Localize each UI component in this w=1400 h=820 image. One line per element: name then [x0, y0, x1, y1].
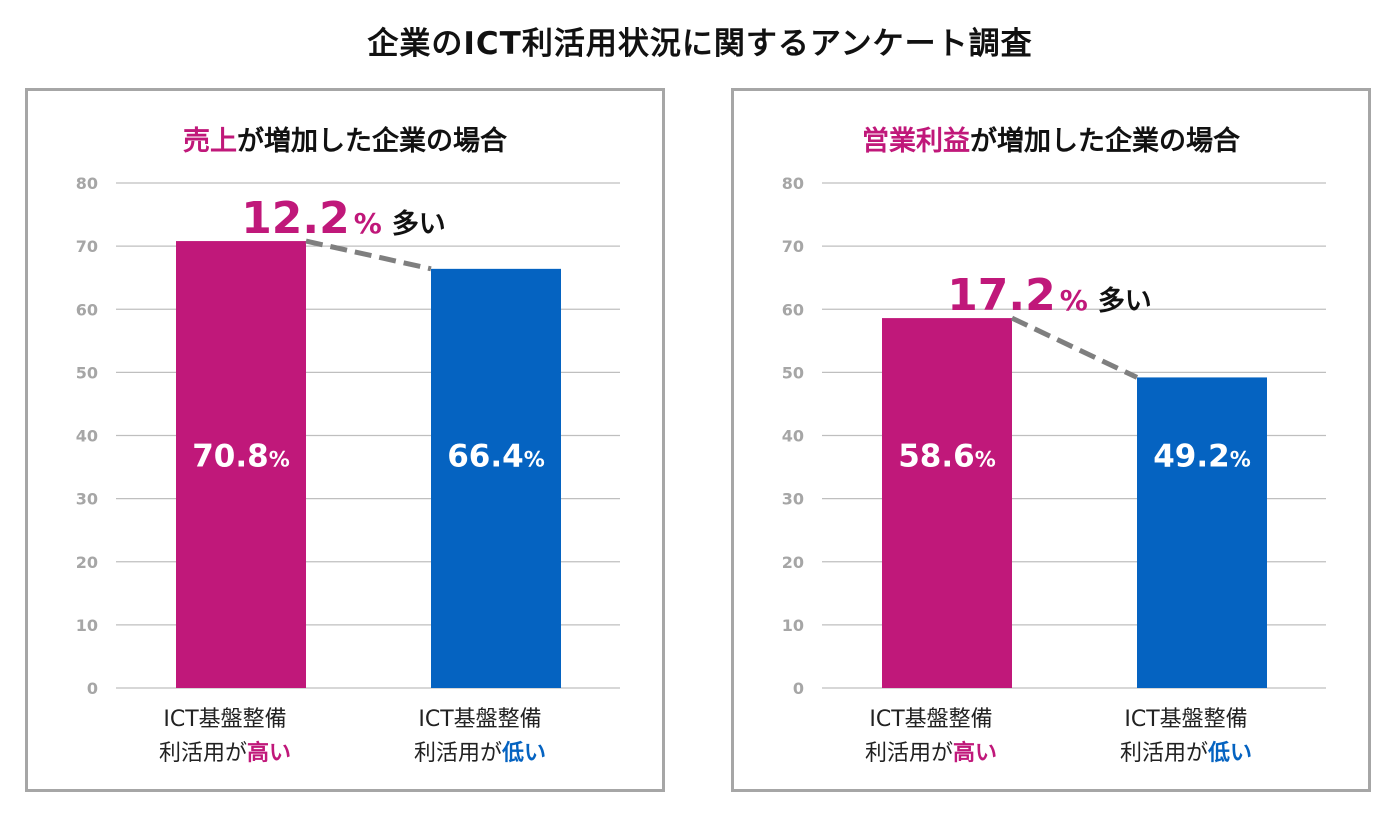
- panel-title: 売上が増加した企業の場合: [28, 119, 662, 158]
- chart-panel-sales: 売上が増加した企業の場合 0 10 20 30 40 50 60 70 80 70.8% 66.4%…: [25, 88, 665, 792]
- bar-data-label: 58.6%: [898, 439, 996, 475]
- category-label-low: ICT基盤整備 利活用が低い: [1076, 703, 1296, 771]
- y-tick-label: 50: [782, 363, 804, 382]
- y-tick-label: 30: [782, 490, 804, 509]
- y-tick-label: 70: [76, 237, 98, 256]
- category-emphasis: 低い: [502, 741, 547, 766]
- category-prefix: 利活用が: [158, 741, 247, 766]
- y-tick-label: 30: [76, 490, 98, 509]
- category-emphasis: 高い: [247, 741, 292, 766]
- bar-high: [882, 318, 1012, 688]
- y-tick-label: 0: [793, 679, 804, 698]
- y-tick-label: 60: [782, 300, 804, 319]
- category-label-high: ICT基盤整備 利活用が高い: [821, 703, 1041, 771]
- difference-annotation: 17.2% 多い: [947, 270, 1152, 321]
- category-prefix: 利活用が: [1119, 741, 1208, 766]
- y-tick-label: 60: [76, 300, 98, 319]
- category-line2: 利活用が高い: [821, 737, 1041, 771]
- panel-title-highlight: 売上: [183, 126, 237, 157]
- difference-annotation: 12.2% 多い: [241, 193, 446, 244]
- chart-panel-operating-profit: 営業利益が増加した企業の場合 0 10 20 30 40 50 60 70 80 58.6% 49.…: [731, 88, 1371, 792]
- y-tick-label: 40: [782, 427, 804, 446]
- connector-dashed-line: [1010, 315, 1139, 380]
- category-line1: ICT基盤整備: [869, 707, 993, 732]
- category-line2: 利活用が低い: [1076, 737, 1296, 771]
- y-tick-label: 0: [87, 679, 98, 698]
- panel-title-rest: が増加した企業の場合: [237, 126, 507, 157]
- y-tick-label: 10: [782, 616, 804, 635]
- y-tick-label: 70: [782, 237, 804, 256]
- category-prefix: 利活用が: [413, 741, 502, 766]
- panel-title-rest: が増加した企業の場合: [970, 126, 1240, 157]
- category-label-low: ICT基盤整備 利活用が低い: [370, 703, 590, 771]
- y-tick-label: 40: [76, 427, 98, 446]
- bar-low: [431, 268, 561, 688]
- category-line1: ICT基盤整備: [1124, 707, 1248, 732]
- connector-dashed-line: [305, 238, 432, 272]
- category-emphasis: 低い: [1208, 741, 1253, 766]
- bar-data-label: 70.8%: [192, 439, 290, 475]
- category-line1: ICT基盤整備: [418, 707, 542, 732]
- bar-data-label: 49.2%: [1153, 439, 1251, 475]
- bar-data-label: 66.4%: [447, 439, 545, 475]
- category-line2: 利活用が高い: [115, 737, 335, 771]
- y-tick-label: 20: [76, 553, 98, 572]
- category-line1: ICT基盤整備: [163, 707, 287, 732]
- category-prefix: 利活用が: [864, 741, 953, 766]
- y-tick-label: 10: [76, 616, 98, 635]
- bar-chart-sales: 0 10 20 30 40 50 60 70 80 70.8% 66.4% 12.2% 多い: [76, 174, 620, 698]
- main-title: 企業のICT利活用状況に関するアンケート調査: [367, 26, 1033, 62]
- bar-low: [1137, 377, 1267, 688]
- y-tick-label: 20: [782, 553, 804, 572]
- panel-title: 営業利益が増加した企業の場合: [734, 119, 1368, 158]
- panel-title-highlight: 営業利益: [862, 126, 970, 157]
- y-tick-label: 50: [76, 363, 98, 382]
- y-tick-label: 80: [782, 174, 804, 193]
- category-emphasis: 高い: [953, 741, 998, 766]
- y-tick-label: 80: [76, 174, 98, 193]
- bar-chart-operating-profit: 0 10 20 30 40 50 60 70 80 58.6% 49.2% 17.2% 多い: [782, 174, 1326, 698]
- bar-high: [176, 241, 306, 688]
- category-label-high: ICT基盤整備 利活用が高い: [115, 703, 335, 771]
- category-line2: 利活用が低い: [370, 737, 590, 771]
